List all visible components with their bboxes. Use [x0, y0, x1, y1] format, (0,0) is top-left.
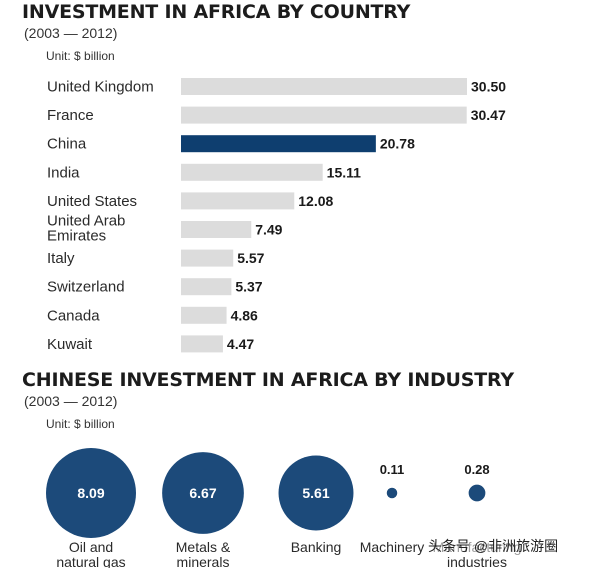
bar [181, 278, 232, 296]
bar-category-label: France [47, 107, 94, 124]
bubble-category-label: Metals & minerals [176, 539, 231, 568]
country-chart-period: (2003 — 2012) [24, 25, 118, 41]
industry-chart-title: CHINESE INVESTMENT IN AFRICA BY INDUSTRY [22, 369, 514, 391]
industry-chart-period: (2003 — 2012) [24, 393, 118, 409]
bar [181, 335, 223, 353]
bar-value-label: 5.37 [235, 279, 262, 295]
industry-bubble [278, 455, 354, 531]
bar-category-label: United Kingdom [47, 79, 154, 96]
bar [181, 306, 227, 324]
bar-value-label: 30.47 [471, 107, 506, 123]
bar [181, 192, 295, 210]
bar [181, 163, 323, 181]
country-bar-chart: United Kingdom 30.50 France 30.47 China 20.78… [47, 78, 506, 353]
bar-value-label: 15.11 [327, 164, 361, 180]
watermark-text: 头条号 @非洲旅游圈 [428, 536, 559, 556]
bubble-value-label: 0.28 [464, 462, 489, 477]
bar [181, 249, 234, 267]
bubble-category-label: Machinery [360, 539, 425, 555]
bar-value-label: 12.08 [298, 193, 333, 209]
bar-value-label: 20.78 [380, 136, 415, 152]
bar-category-label: India [47, 164, 80, 181]
industry-bubble [46, 448, 136, 538]
bar-category-label: China [47, 136, 87, 153]
industry-bubble [162, 452, 244, 534]
bar [181, 221, 252, 238]
bubble-category-label: Banking [291, 539, 342, 555]
bar-value-label: 4.47 [227, 336, 254, 352]
bar-category-label: Kuwait [47, 336, 93, 353]
bubble-value-label: 6.67 [189, 485, 216, 501]
bubble-category-label: Oil and natural gas [56, 539, 125, 568]
bubble-value-label: 5.61 [302, 485, 329, 501]
bar-category-label: Italy [47, 250, 75, 267]
industry-chart-unit: Unit: $ billion [46, 417, 115, 431]
bar-category-label: United States [47, 193, 137, 210]
bar-category-label: Canada [47, 307, 100, 324]
bar-value-label: 4.86 [231, 307, 258, 323]
bar-value-label: 30.50 [471, 79, 506, 95]
bubble-value-label: 0.11 [380, 462, 405, 477]
bar-highlighted [181, 135, 376, 153]
country-chart-unit: Unit: $ billion [46, 49, 115, 63]
bar-value-label: 5.57 [237, 250, 264, 266]
bar [181, 78, 467, 95]
country-chart-title: INVESTMENT IN AFRICA BY COUNTRY [22, 1, 411, 23]
bar-value-label: 7.49 [255, 222, 282, 238]
industry-bubble [468, 484, 486, 502]
industry-bubble [386, 487, 398, 499]
bar [181, 106, 467, 124]
bubble-value-label: 8.09 [77, 485, 104, 501]
bar-category-label: Switzerland [47, 279, 125, 296]
bar-category-label: United Arab Emirates [47, 213, 125, 245]
industry-bubble-chart: 8.09 Oil and natural gas 6.67 Metals & minera… [46, 448, 521, 568]
